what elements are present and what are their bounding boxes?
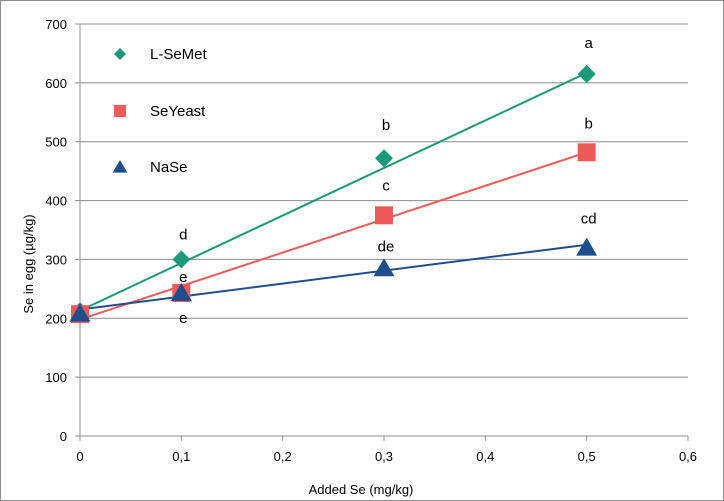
y-tick-labels: 0 100 200 300 400 500 600 700 [45, 17, 67, 444]
point-label: cd [581, 211, 597, 228]
y-tick-label: 600 [45, 76, 67, 91]
legend-label: L-SeMet [150, 46, 208, 63]
legend-marker-seyeast [114, 105, 126, 117]
y-tick-label: 500 [45, 135, 67, 150]
point-label: d [179, 226, 187, 243]
x-tick-label: 0,6 [679, 449, 697, 464]
x-axis-title: Added Se (mg/kg) [309, 482, 414, 497]
legend-label: NaSe [150, 159, 188, 176]
y-tick-label: 200 [45, 311, 67, 326]
point-annotations: d b a e c b e de cd [179, 35, 596, 327]
data-point-nase [373, 258, 395, 277]
x-tick-label: 0,2 [274, 449, 292, 464]
y-tick-label: 400 [45, 194, 67, 209]
legend-marker-l-semet [114, 48, 126, 60]
x-tick-label: 0,1 [172, 449, 190, 464]
data-point-l-semet [577, 65, 596, 84]
trendline-l-semet [79, 71, 588, 312]
data-point-l-semet [375, 149, 393, 168]
trendline-seyeast [79, 151, 587, 321]
legend-label: SeYeast [150, 103, 206, 120]
data-point-seyeast [375, 206, 393, 225]
x-tick-labels: 0 0,1 0,2 0,3 0,4 0,5 0,6 [76, 449, 697, 464]
legend-marker-nase [112, 160, 128, 173]
point-label: a [584, 35, 593, 52]
trendline-nase [79, 243, 587, 311]
point-label: b [584, 115, 592, 132]
grid-lines [80, 23, 688, 378]
data-point-seyeast [577, 143, 596, 162]
y-tick-label: 300 [45, 252, 67, 267]
trendlines [79, 71, 588, 321]
axes [75, 23, 689, 441]
y-tick-label: 700 [45, 17, 67, 32]
data-markers [69, 65, 598, 324]
x-tick-label: 0 [76, 449, 83, 464]
point-label: b [382, 117, 390, 134]
point-label: c [382, 177, 390, 194]
y-axis-title: Se in egg (µg/kg) [21, 214, 36, 313]
data-point-l-semet [172, 250, 191, 269]
x-tick-label: 0,4 [476, 449, 494, 464]
x-tick-label: 0,5 [578, 449, 596, 464]
point-label: e [179, 269, 187, 286]
data-point-nase [170, 282, 192, 301]
point-label: de [378, 238, 395, 255]
x-tick-label: 0,3 [375, 449, 393, 464]
data-point-nase [576, 237, 598, 256]
legend: L-SeMet SeYeast NaSe [112, 46, 208, 176]
y-tick-label: 0 [60, 429, 67, 444]
data-point-nase [69, 303, 91, 322]
point-label: e [179, 310, 187, 327]
y-tick-label: 100 [45, 370, 67, 385]
